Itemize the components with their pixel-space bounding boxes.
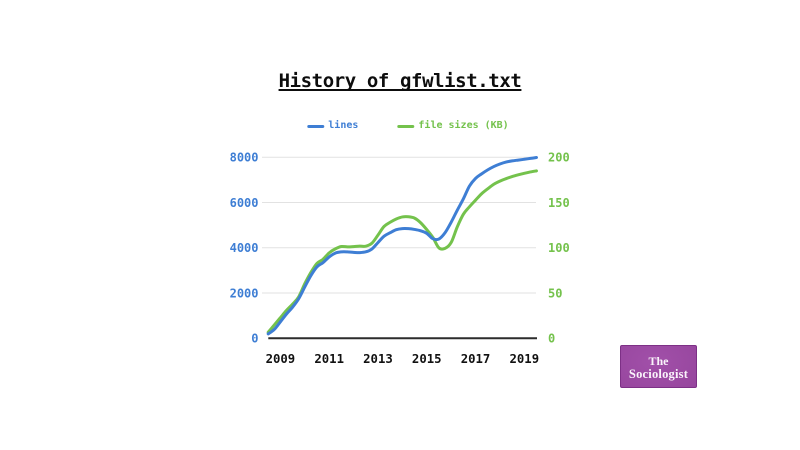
x-axis-tick-label: 2009 bbox=[266, 352, 296, 366]
y-axis-right-tick-label: 100 bbox=[548, 241, 570, 255]
brand-logo-text-line1: The bbox=[648, 353, 669, 368]
legend-item-file-sizes-kb[interactable]: file sizes (KB) bbox=[397, 120, 509, 132]
y-axis-left-tick-label: 2000 bbox=[230, 286, 259, 300]
y-axis-right-tick-label: 50 bbox=[548, 286, 562, 300]
legend-label: lines bbox=[328, 120, 359, 131]
x-axis-tick-label: 2017 bbox=[461, 352, 491, 366]
legend-swatch bbox=[397, 124, 415, 128]
x-axis-tick-label: 2011 bbox=[314, 352, 344, 366]
x-axis-tick-label: 2015 bbox=[412, 352, 442, 366]
y-axis-right-tick-label: 150 bbox=[548, 196, 570, 210]
brand-logo: The Sociologist bbox=[620, 344, 697, 388]
series-line-lines bbox=[266, 156, 538, 336]
legend-swatch bbox=[307, 124, 325, 128]
y-axis-left-tick-label: 6000 bbox=[230, 196, 259, 210]
y-axis-right-tick-label: 0 bbox=[548, 332, 555, 346]
y-axis-left-tick-label: 8000 bbox=[230, 151, 259, 165]
y-axis-left-tick-label: 4000 bbox=[230, 241, 259, 255]
series-line-file-sizes-kb bbox=[266, 169, 538, 334]
brand-logo-text-line2: Sociologist bbox=[628, 366, 689, 381]
y-axis-left-tick-label: 0 bbox=[251, 332, 258, 346]
legend-item-lines[interactable]: lines bbox=[307, 120, 358, 132]
y-axis-right-tick-label: 200 bbox=[548, 151, 570, 165]
legend-label: file sizes (KB) bbox=[418, 120, 509, 131]
x-axis-tick-label: 2013 bbox=[363, 352, 393, 366]
chart-title: History of gfwlist.txt bbox=[278, 70, 522, 92]
x-axis-tick-label: 2019 bbox=[509, 352, 539, 366]
chart-legend: lines file sizes (KB) bbox=[307, 120, 509, 132]
